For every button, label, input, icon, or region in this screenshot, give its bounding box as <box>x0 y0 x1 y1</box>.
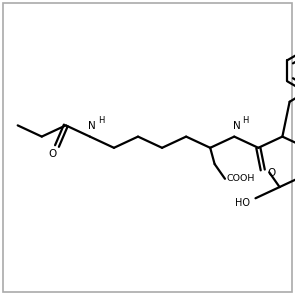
Text: H: H <box>242 116 249 125</box>
Text: HO: HO <box>235 198 250 208</box>
Text: N: N <box>88 121 96 131</box>
Text: COOH: COOH <box>227 174 255 183</box>
Text: N: N <box>233 121 240 131</box>
Text: O: O <box>267 168 275 178</box>
Text: O: O <box>48 149 57 159</box>
Text: H: H <box>98 116 104 125</box>
